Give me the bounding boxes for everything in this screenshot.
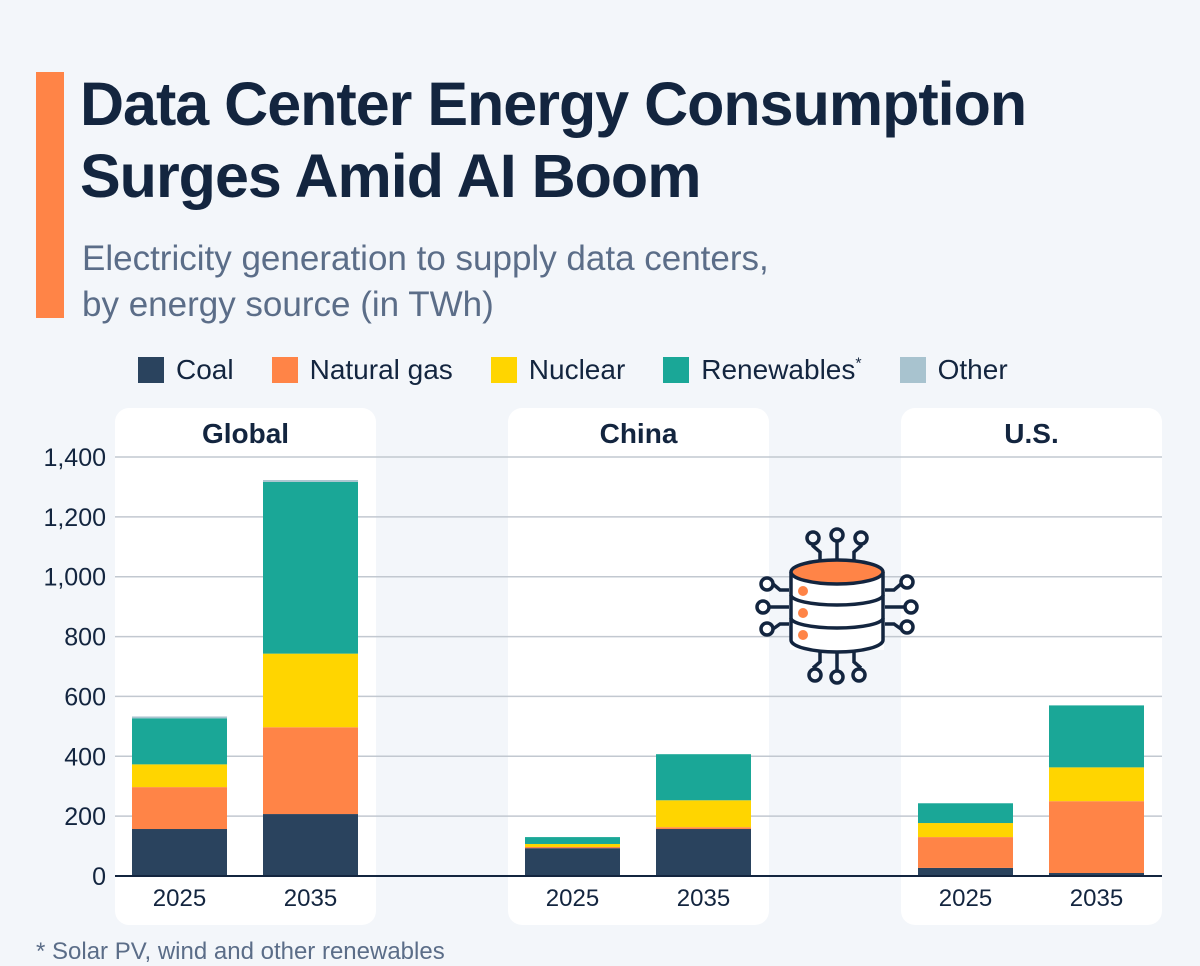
x-tick-label: 2035 [284,885,337,912]
bar-segment-natural-gas [132,787,227,830]
bar-segment-other [263,480,358,482]
bar-segment-nuclear [656,800,751,828]
bar-segment-renewables [132,718,227,765]
subtitle-line-2: by energy source (in TWh) [82,285,494,324]
footnote: * Solar PV, wind and other renewables [36,938,445,965]
title-line-2: Surges Amid AI Boom [80,142,701,210]
bar-segment-nuclear [1049,767,1144,802]
y-tick-label: 800 [64,624,106,652]
legend-swatch [490,357,517,383]
chart-subtitle: Electricity generation to supply data ce… [82,236,769,328]
bar-segment-natural-gas [263,727,358,815]
legend-item-renewables: Renewables* [663,354,862,386]
legend-swatch [899,357,926,383]
bar-segment-renewables [656,754,751,801]
legend-label: Renewables [701,354,856,385]
bar-segment-nuclear [918,823,1013,838]
y-tick-label: 200 [64,803,106,831]
legend-footnote-mark: * [855,355,862,373]
bar-segment-renewables [918,803,1013,824]
legend-item-coal: Coal [138,354,234,386]
bar-segment-nuclear [263,653,358,728]
legend-label: Natural gas [309,354,453,385]
x-tick-label: 2035 [677,885,730,912]
legend-label: Coal [176,354,234,385]
bar-segment-coal [525,848,620,876]
y-tick-label: 1,000 [43,564,106,592]
bar-segment-natural-gas [918,837,1013,868]
title-line-1: Data Center Energy Consumption [80,70,1027,138]
y-tick-label: 600 [64,683,106,711]
chart-title: Data Center Energy Consumption Surges Am… [80,68,1027,212]
bar-segment-nuclear [132,764,227,788]
title-accent-bar [36,72,64,318]
database-network-icon [755,527,919,685]
bar-segment-coal [918,867,1013,876]
y-tick-label: 400 [64,743,106,771]
panel-title: Global [202,418,289,449]
legend-label: Other [937,354,1008,385]
bar-segment-renewables [525,837,620,844]
legend-item-other: Other [899,354,1008,386]
bar-segment-natural-gas [525,846,620,849]
legend: Coal Natural gas Nuclear Renewables* Oth… [138,354,1008,386]
legend-label: Nuclear [528,354,626,385]
legend-item-nuclear: Nuclear [490,354,626,386]
bar-segment-coal [263,814,358,876]
bar-segment-other [132,716,227,719]
panel-title: China [600,418,678,449]
bar-segment-coal [132,829,227,876]
x-tick-label: 2025 [153,885,206,912]
y-tick-label: 1,200 [43,504,106,532]
bar-segment-coal [656,829,751,876]
bar-segment-natural-gas [1049,801,1144,874]
legend-swatch [663,357,690,383]
panel-title: U.S. [1004,418,1058,449]
subtitle-line-1: Electricity generation to supply data ce… [82,239,769,278]
legend-item-natural-gas: Natural gas [271,354,453,386]
bar-segment-natural-gas [656,827,751,830]
bar-segment-renewables [1049,705,1144,768]
x-tick-label: 2035 [1070,885,1123,912]
bar-segment-renewables [263,481,358,654]
y-tick-label: 0 [92,863,106,891]
x-tick-label: 2025 [546,885,599,912]
legend-swatch [271,357,298,383]
bar-segment-coal [1049,873,1144,876]
bar-segment-nuclear [525,843,620,847]
y-tick-label: 1,400 [43,444,106,472]
legend-swatch [138,357,164,383]
x-tick-label: 2025 [939,885,992,912]
